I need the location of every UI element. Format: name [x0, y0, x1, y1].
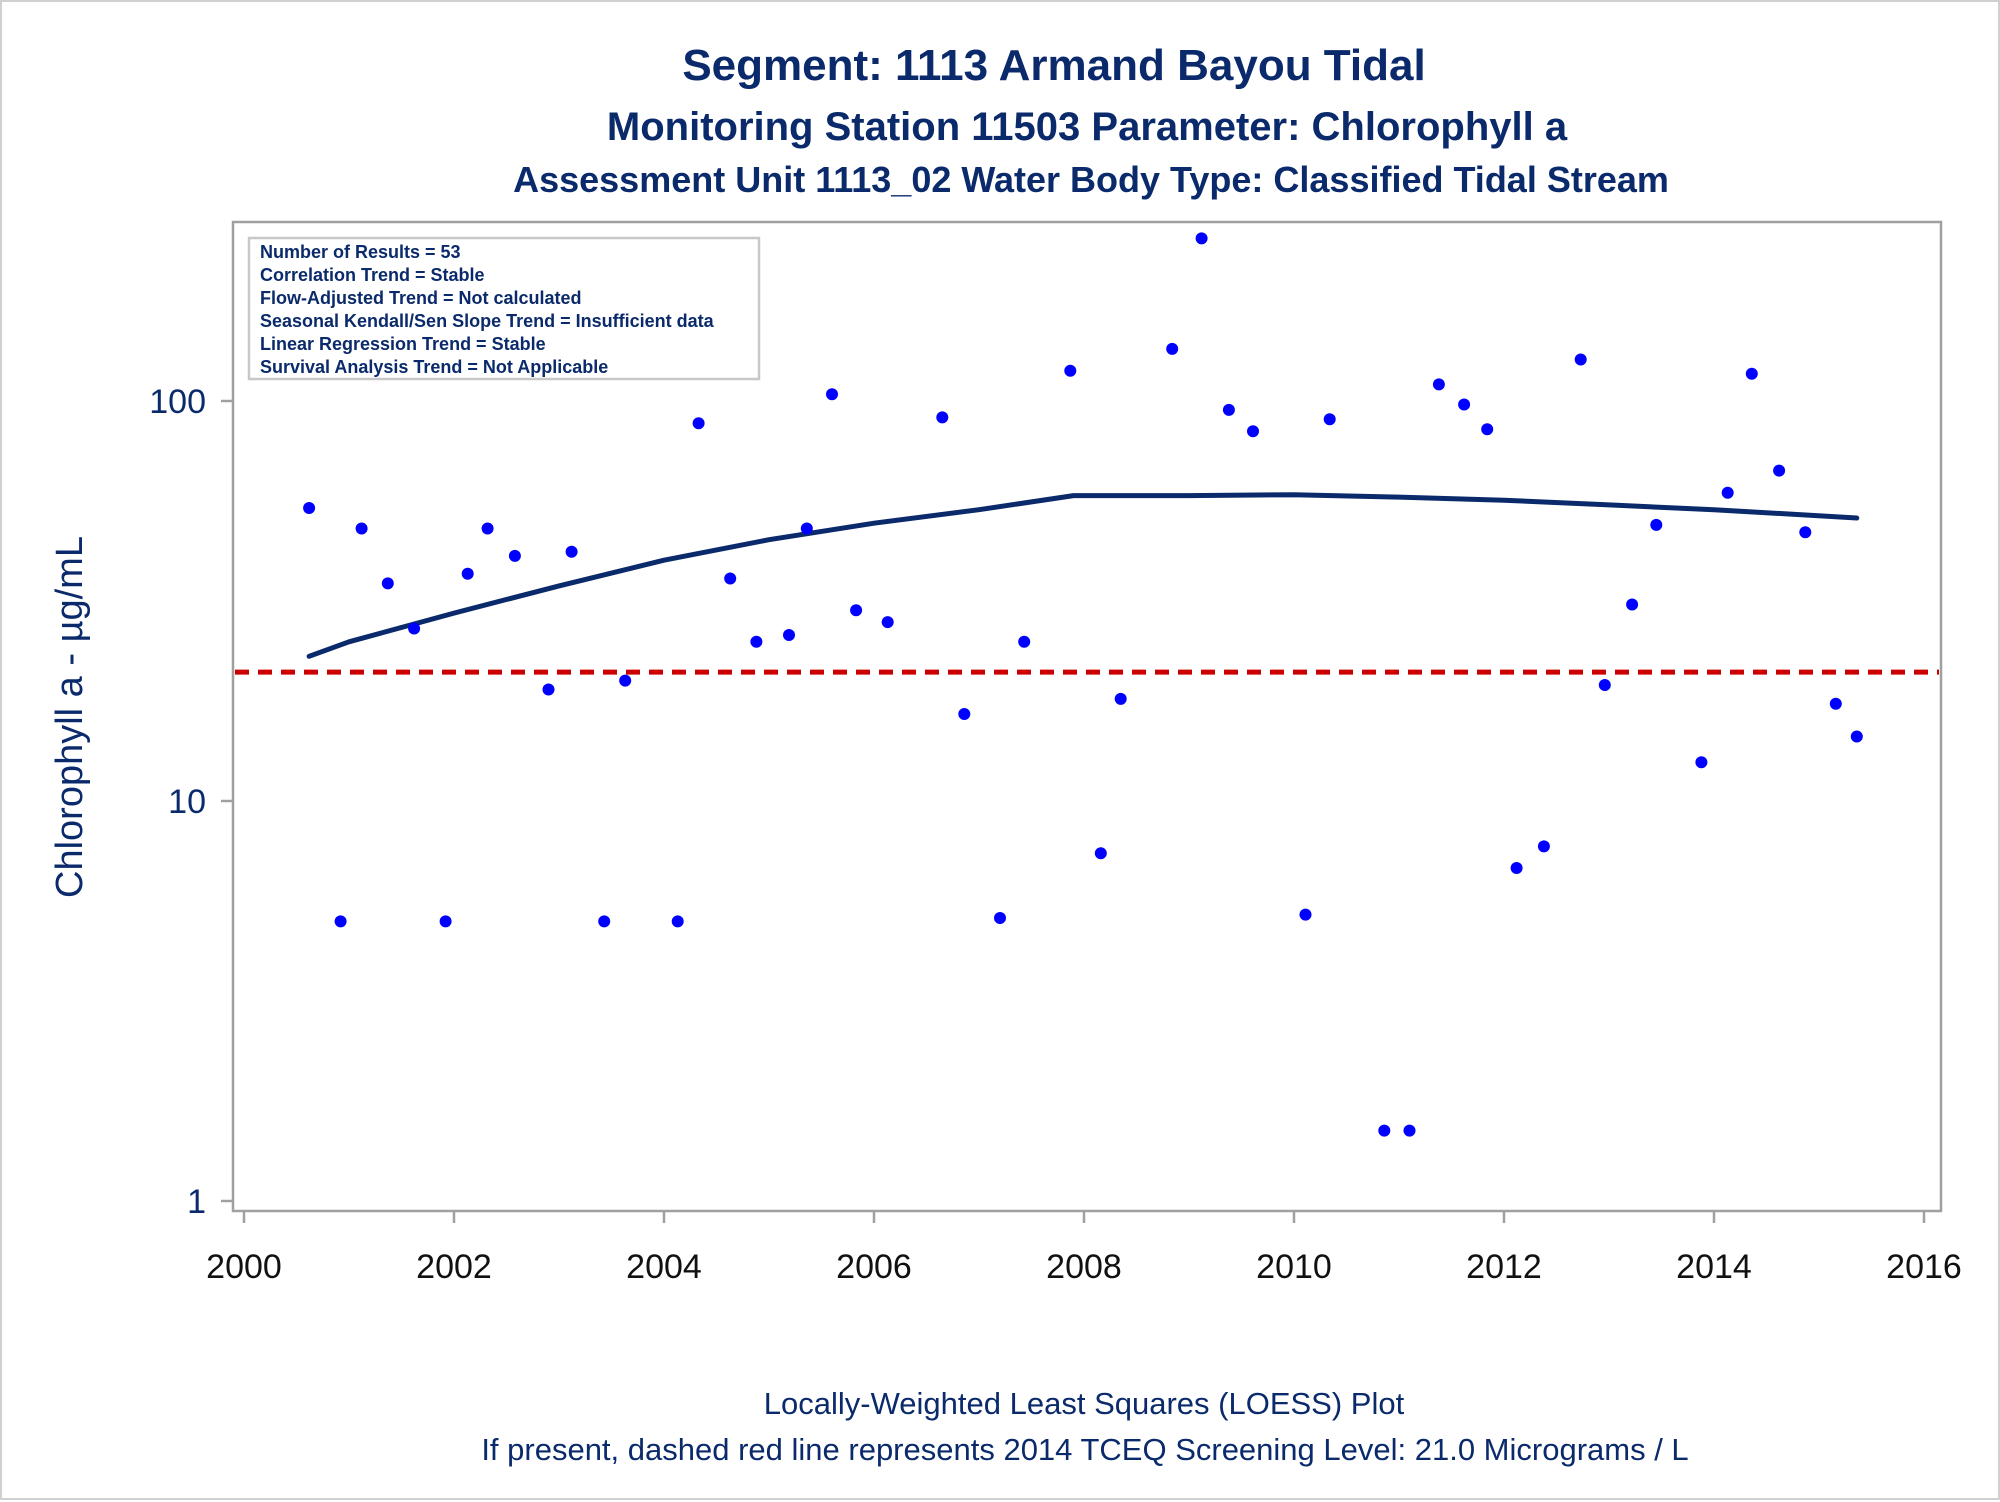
- data-points-group: [303, 232, 1863, 1137]
- data-point: [826, 388, 838, 401]
- chart-subtitle: Monitoring Station 11503 Parameter: Chlo…: [607, 105, 1568, 149]
- data-point: [542, 683, 555, 696]
- data-point: [1829, 697, 1842, 710]
- data-point: [1094, 847, 1107, 860]
- data-point: [724, 572, 737, 585]
- data-point: [994, 912, 1006, 924]
- data-point: [1773, 464, 1786, 477]
- stats-line: Survival Analysis Trend = Not Applicable: [260, 357, 608, 377]
- data-point: [303, 502, 316, 514]
- y-tick-label: 10: [168, 783, 206, 821]
- data-point: [1195, 232, 1208, 245]
- loess-curve-group: [306, 492, 1860, 659]
- chart-subtitle-2: Assessment Unit 1113_02 Water Body Type:…: [513, 159, 1669, 200]
- data-point: [1510, 862, 1523, 874]
- data-point: [1018, 635, 1031, 648]
- data-point: [1695, 756, 1708, 769]
- data-point: [598, 915, 611, 928]
- data-point: [1247, 425, 1259, 438]
- y-tick-label: 100: [149, 383, 206, 421]
- x-tick-label: 2014: [1676, 1248, 1752, 1286]
- data-point: [783, 629, 795, 641]
- x-tick-label: 2010: [1256, 1248, 1332, 1286]
- plot-area: [231, 220, 1943, 1213]
- data-point: [508, 549, 521, 562]
- data-point: [958, 708, 971, 720]
- stats-line: Flow-Adjusted Trend = Not calculated: [260, 288, 582, 308]
- data-point: [1323, 413, 1336, 426]
- y-axis-label: Chlorophyll a - µg/mL: [49, 536, 91, 898]
- data-point: [1799, 526, 1812, 539]
- data-point: [1299, 908, 1312, 921]
- data-point: [692, 417, 705, 430]
- data-point: [461, 567, 474, 580]
- x-tick-label: 2002: [416, 1248, 492, 1286]
- data-point: [1166, 342, 1179, 355]
- data-point: [1064, 364, 1077, 377]
- data-point: [671, 915, 684, 928]
- data-point: [381, 577, 394, 590]
- x-tick-label: 2006: [836, 1248, 912, 1286]
- x-tick-label: 2000: [206, 1248, 282, 1286]
- loess-curve: [306, 492, 1860, 659]
- data-point: [1481, 423, 1494, 436]
- data-point: [619, 674, 632, 687]
- stats-line: Correlation Trend = Stable: [260, 265, 485, 285]
- data-point: [1378, 1124, 1391, 1137]
- data-point: [850, 604, 863, 617]
- x-tick-label: 2012: [1466, 1248, 1542, 1286]
- footnote-loess: Locally-Weighted Least Squares (LOESS) P…: [764, 1386, 1405, 1421]
- footnote-screening: If present, dashed red line represents 2…: [481, 1432, 1688, 1467]
- data-point: [750, 635, 763, 648]
- data-point: [355, 522, 368, 535]
- stats-line: Seasonal Kendall/Sen Slope Trend = Insuf…: [260, 311, 715, 331]
- x-axis: 2000 2002 2004 2006 2008 2010 2012 2014 2016: [206, 1211, 1962, 1286]
- data-point: [1850, 730, 1863, 743]
- data-point: [1458, 398, 1471, 411]
- stats-box: Number of Results = 53 Correlation Trend…: [247, 236, 761, 381]
- x-tick-label: 2004: [626, 1248, 702, 1286]
- data-point: [1537, 840, 1550, 853]
- data-point: [334, 915, 347, 928]
- stats-line: Linear Regression Trend = Stable: [260, 334, 546, 354]
- data-point: [408, 622, 421, 635]
- data-point: [1626, 598, 1639, 611]
- data-point: [1598, 679, 1611, 691]
- x-tick-label: 2016: [1886, 1248, 1962, 1286]
- data-point: [1721, 486, 1734, 499]
- y-axis: 1 10 100: [149, 383, 233, 1221]
- x-tick-label: 2008: [1046, 1248, 1122, 1286]
- data-point: [1574, 353, 1587, 366]
- data-point: [565, 545, 578, 558]
- data-point: [439, 915, 452, 928]
- data-point: [1432, 378, 1445, 391]
- data-point: [1745, 367, 1758, 380]
- stats-line: Number of Results = 53: [260, 242, 461, 262]
- data-point: [936, 411, 949, 424]
- chart-title: Segment: 1113 Armand Bayou Tidal: [682, 41, 1425, 90]
- stats-box-border: [247, 236, 761, 381]
- data-point: [1403, 1124, 1416, 1137]
- y-tick-label: 1: [187, 1183, 206, 1221]
- data-point: [481, 522, 494, 535]
- data-point: [1650, 518, 1663, 531]
- data-point: [1222, 403, 1235, 416]
- data-point: [1114, 692, 1127, 705]
- data-point: [881, 616, 894, 629]
- data-point: [800, 522, 813, 535]
